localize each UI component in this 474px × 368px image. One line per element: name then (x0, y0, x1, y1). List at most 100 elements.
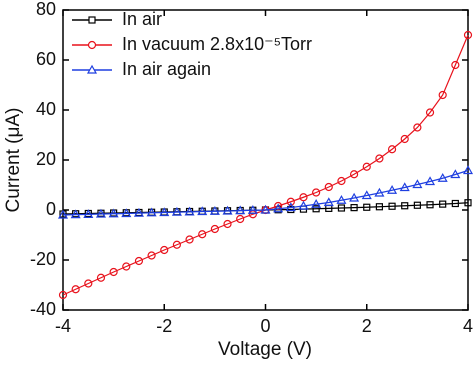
series-line (62, 169, 469, 216)
marker (171, 206, 182, 216)
marker (84, 279, 93, 288)
marker (223, 219, 232, 229)
marker (70, 209, 81, 219)
marker (413, 123, 422, 132)
y-axis-label: Current (μA) (3, 108, 24, 213)
marker (311, 199, 322, 208)
marker (400, 134, 409, 144)
marker (462, 165, 474, 175)
marker (361, 190, 372, 200)
marker (375, 203, 384, 211)
x-tick-label: 0 (260, 316, 270, 336)
marker (438, 90, 447, 100)
x-tick-label: 2 (362, 316, 372, 336)
marker (439, 200, 447, 208)
marker (312, 188, 321, 197)
marker (198, 230, 207, 239)
marker (350, 204, 358, 212)
legend-label: In air (122, 9, 162, 29)
marker (88, 16, 96, 24)
marker (312, 205, 320, 213)
marker (450, 169, 461, 179)
marker (286, 197, 295, 206)
legend-label: In vacuum 2.8x10⁻⁵Torr (122, 34, 312, 54)
marker (299, 193, 308, 202)
marker (375, 154, 384, 163)
marker (122, 262, 131, 271)
marker (108, 208, 119, 218)
marker (323, 197, 334, 207)
marker (463, 30, 473, 40)
x-tick-label: -2 (156, 316, 172, 336)
marker (298, 200, 309, 210)
marker (274, 201, 283, 211)
marker (160, 245, 169, 255)
marker (83, 209, 94, 218)
marker (401, 202, 409, 210)
marker (412, 179, 423, 189)
legend-label: In air again (122, 59, 211, 79)
marker (71, 285, 80, 294)
marker (336, 195, 347, 204)
marker (184, 206, 195, 216)
marker (363, 203, 371, 211)
marker (185, 235, 194, 244)
marker (337, 176, 346, 186)
marker (210, 224, 219, 234)
x-axis-label: Voltage (V) (218, 339, 312, 360)
marker (235, 205, 246, 215)
marker (87, 40, 97, 50)
marker (58, 290, 68, 300)
marker (134, 256, 144, 266)
marker (337, 204, 346, 212)
y-tick-label: -40 (30, 299, 56, 319)
marker (197, 206, 208, 216)
y-tick-label: 20 (36, 149, 56, 169)
x-tick-label: -4 (55, 316, 71, 336)
marker (426, 201, 434, 209)
y-tick-label: -20 (30, 249, 56, 269)
marker (96, 273, 106, 282)
marker (86, 64, 98, 74)
marker (159, 207, 170, 217)
series (57, 165, 474, 219)
y-tick-label: 80 (36, 0, 56, 19)
y-tick-label: 60 (36, 49, 56, 69)
marker (236, 214, 245, 224)
marker (413, 201, 421, 209)
marker (349, 170, 359, 179)
marker (172, 240, 182, 249)
marker (285, 202, 296, 212)
marker (247, 205, 258, 214)
marker (349, 192, 360, 202)
marker (399, 182, 410, 192)
x-tick-label: 4 (463, 316, 473, 336)
marker (95, 208, 107, 218)
marker (424, 176, 436, 186)
marker (109, 267, 118, 277)
y-tick-label: 40 (36, 99, 56, 119)
marker (451, 199, 459, 208)
marker (209, 206, 220, 215)
marker (387, 145, 397, 154)
marker (387, 185, 398, 194)
marker (273, 203, 284, 213)
marker (146, 207, 157, 217)
marker (133, 207, 144, 217)
marker (464, 199, 472, 207)
marker (451, 60, 460, 70)
marker (121, 208, 132, 218)
series (59, 199, 472, 218)
marker (425, 108, 435, 117)
marker (362, 162, 371, 171)
marker (324, 182, 333, 192)
marker (388, 202, 396, 210)
marker (437, 173, 448, 182)
marker (222, 205, 233, 215)
marker (57, 209, 69, 219)
marker (147, 251, 156, 260)
marker (374, 187, 385, 197)
y-tick-label: 0 (46, 199, 56, 219)
marker (260, 204, 271, 214)
